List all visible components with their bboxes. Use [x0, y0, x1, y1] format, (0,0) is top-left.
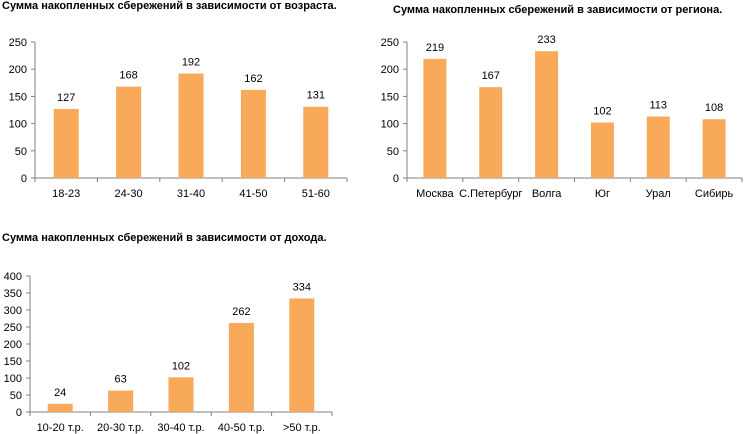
age-y-tick-label: 200 — [9, 64, 27, 76]
age-data-label: 162 — [244, 73, 262, 85]
income-y-tick-label: 300 — [4, 305, 22, 317]
income-bar — [289, 298, 315, 412]
age-data-label: 131 — [307, 90, 325, 102]
age-bar — [240, 89, 266, 178]
region-category-label: Урал — [646, 188, 671, 200]
age-category-label: 41-50 — [239, 188, 267, 200]
region-y-tick-label: 0 — [393, 173, 399, 185]
region-category-label: Юг — [595, 188, 610, 200]
income-category-label: 30-40 т.р. — [157, 422, 204, 434]
age-bar — [53, 108, 79, 178]
region-category-label: Волга — [532, 188, 562, 200]
age-category-label: 31-40 — [177, 188, 205, 200]
region-bar — [702, 119, 726, 178]
income-data-label: 63 — [114, 374, 126, 386]
age-bar — [116, 86, 142, 178]
age-data-label: 127 — [57, 92, 75, 104]
income-y-tick-label: 350 — [4, 288, 22, 300]
region-bar — [590, 122, 614, 178]
age-category-label: 51-60 — [302, 188, 330, 200]
region-data-label: 102 — [593, 106, 611, 118]
region-y-tick-label: 250 — [381, 37, 399, 49]
income-data-label: 262 — [232, 306, 250, 318]
region-category-label: С.Петербург — [459, 188, 522, 200]
region-y-tick-label: 50 — [387, 146, 399, 158]
region-category-label: Москва — [416, 188, 454, 200]
income-bar — [108, 390, 134, 412]
income-bar — [47, 403, 73, 412]
region-data-label: 219 — [426, 42, 444, 54]
income-y-tick-label: 50 — [10, 390, 22, 402]
age-category-label: 18-23 — [52, 188, 80, 200]
region-bar — [646, 116, 670, 178]
region-bar — [535, 51, 559, 178]
income-y-tick-label: 150 — [4, 356, 22, 368]
income-category-label: 40-50 т.р. — [218, 422, 265, 434]
age-bar — [178, 73, 204, 178]
income-category-label: 20-30 т.р. — [97, 422, 144, 434]
age-bar — [303, 106, 329, 178]
income-data-label: 102 — [172, 360, 190, 372]
income-bar — [228, 322, 254, 412]
age-y-tick-label: 150 — [9, 91, 27, 103]
income-category-label: 10-20 т.р. — [37, 422, 84, 434]
age-data-label: 192 — [182, 57, 200, 69]
age-data-label: 168 — [119, 70, 137, 82]
income-data-label: 24 — [54, 387, 66, 399]
region-data-label: 167 — [482, 70, 500, 82]
income-data-label: 334 — [293, 281, 311, 293]
region-y-tick-label: 200 — [381, 64, 399, 76]
chart-title-income: Сумма накопленных сбережений в зависимос… — [2, 232, 327, 244]
age-y-tick-label: 50 — [15, 146, 27, 158]
income-y-tick-label: 0 — [16, 407, 22, 419]
region-y-tick-label: 150 — [381, 91, 399, 103]
income-bar — [168, 377, 194, 412]
income-category-label: >50 т.р. — [283, 422, 321, 434]
region-data-label: 233 — [537, 34, 555, 46]
chart-title-age: Сумма накопленных сбережений в зависимос… — [2, 0, 337, 12]
income-y-tick-label: 400 — [4, 271, 22, 283]
region-data-label: 113 — [649, 100, 667, 112]
income-y-tick-label: 200 — [4, 339, 22, 351]
chart-title-region: Сумма накопленных сбережений в зависимос… — [393, 4, 723, 16]
region-bar — [423, 58, 447, 178]
region-bar — [479, 87, 503, 178]
income-y-tick-label: 250 — [4, 322, 22, 334]
age-y-tick-label: 250 — [9, 37, 27, 49]
age-category-label: 24-30 — [115, 188, 143, 200]
age-y-tick-label: 0 — [21, 173, 27, 185]
age-y-tick-label: 100 — [9, 119, 27, 131]
income-y-tick-label: 100 — [4, 373, 22, 385]
region-y-tick-label: 100 — [381, 119, 399, 131]
region-category-label: Сибирь — [695, 188, 734, 200]
region-data-label: 108 — [705, 102, 723, 114]
